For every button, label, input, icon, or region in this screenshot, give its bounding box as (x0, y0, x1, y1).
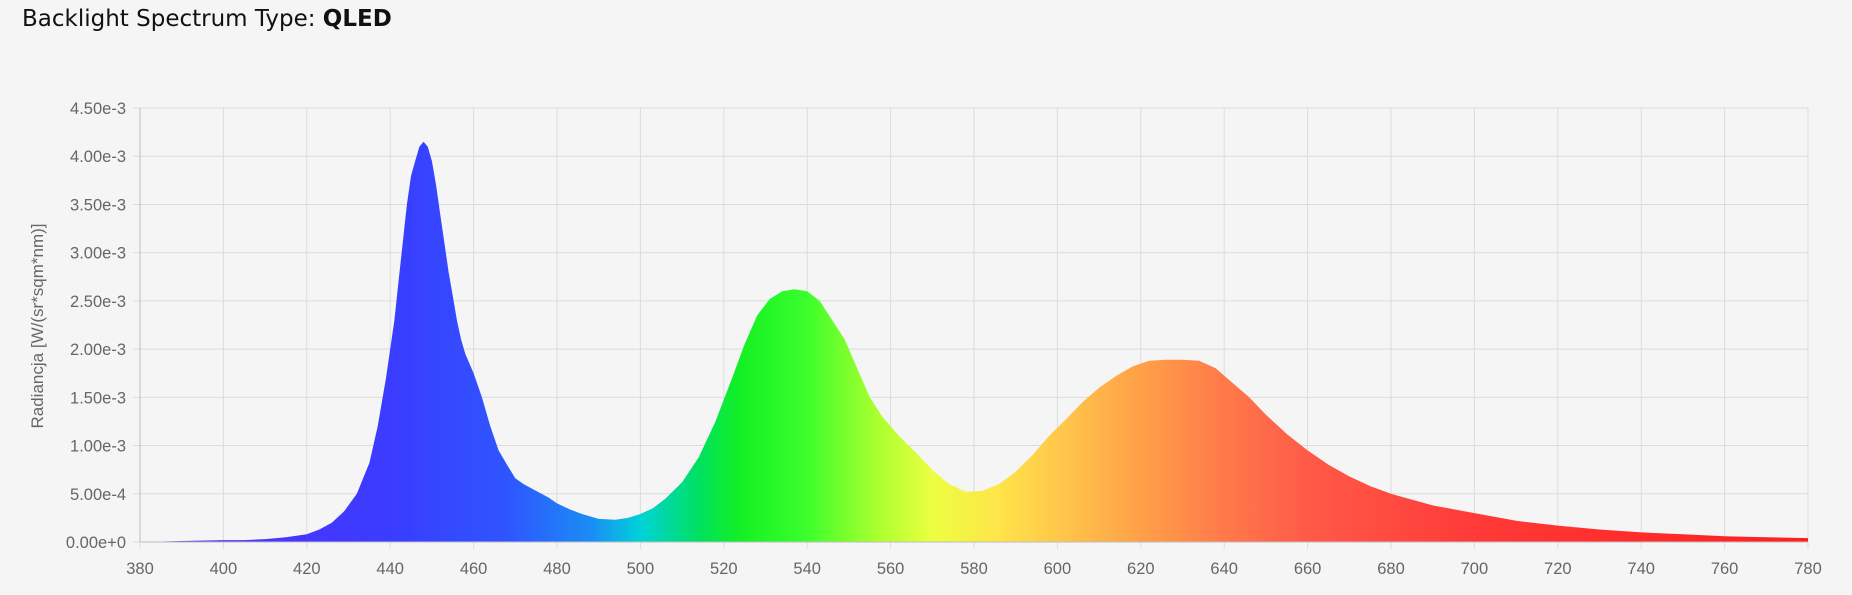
x-tick-label: 700 (1461, 560, 1489, 578)
x-tick-label: 720 (1544, 560, 1572, 578)
y-tick-label: 3.50e-3 (70, 196, 126, 214)
y-tick-label: 2.00e-3 (70, 341, 126, 359)
x-tick-label: 380 (126, 560, 154, 578)
x-tick-label: 640 (1210, 560, 1238, 578)
x-tick-label: 400 (210, 560, 238, 578)
y-axis-labels: 0.00e+0 5.00e-4 1.00e-3 1.50e-3 2.00e-3 2.50e… (66, 100, 126, 552)
axes (139, 108, 1808, 543)
x-tick-label: 560 (877, 560, 905, 578)
spectrum-type-header: Backlight Spectrum Type: QLED (22, 6, 392, 32)
y-tick-label: 3.00e-3 (70, 245, 126, 263)
y-tick-label: 2.50e-3 (70, 293, 126, 311)
x-tick-label: 740 (1627, 560, 1655, 578)
x-tick-label: 600 (1044, 560, 1072, 578)
y-tick-label: 0.00e+0 (66, 534, 126, 552)
x-tick-label: 480 (543, 560, 571, 578)
x-axis-labels: 380 400 420 440 460 480 500 520 540 560 580 600 620 6… (126, 560, 1822, 578)
x-tick-label: 500 (627, 560, 655, 578)
y-tick-label: 4.00e-3 (70, 148, 126, 166)
x-tick-label: 660 (1294, 560, 1322, 578)
x-tick-label: 620 (1127, 560, 1155, 578)
x-tick-label: 540 (793, 560, 821, 578)
x-tick-label: 520 (710, 560, 738, 578)
spectrum-type-value: QLED (322, 6, 392, 32)
x-tick-label: 460 (460, 560, 488, 578)
x-tick-label: 580 (960, 560, 988, 578)
y-tick-label: 4.50e-3 (70, 100, 126, 118)
y-tick-label: 5.00e-4 (70, 486, 126, 504)
x-tick-label: 420 (293, 560, 321, 578)
spectrum-type-label: Backlight Spectrum Type: (22, 6, 316, 32)
x-tick-label: 780 (1794, 560, 1822, 578)
y-axis-title: Radiancja [W/(sr*sqm*nm)] (28, 224, 47, 429)
x-tick-label: 440 (376, 560, 404, 578)
y-tick-label: 1.00e-3 (70, 438, 126, 456)
y-tick-label: 1.50e-3 (70, 389, 126, 407)
x-tick-label: 680 (1377, 560, 1405, 578)
x-tick-label: 760 (1711, 560, 1739, 578)
